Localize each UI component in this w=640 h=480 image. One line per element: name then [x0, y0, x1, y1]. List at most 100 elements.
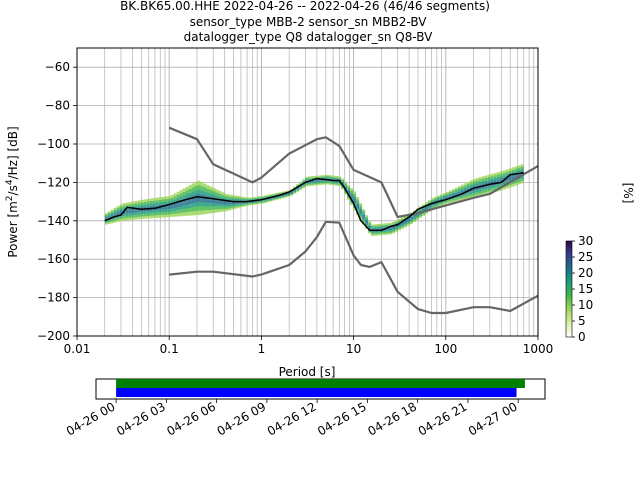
histogram-cell — [239, 196, 243, 198]
histogram-cell — [137, 209, 141, 213]
histogram-cell — [383, 233, 387, 235]
histogram-cell — [230, 198, 234, 201]
histogram-cell — [185, 204, 189, 209]
histogram-cell — [508, 182, 512, 186]
histogram-cell — [257, 197, 261, 199]
histogram-cell — [164, 212, 168, 215]
histogram-cell — [122, 205, 126, 208]
histogram-cell — [152, 213, 156, 216]
histogram-cell — [472, 186, 476, 189]
histogram-cell — [415, 218, 419, 220]
histogram-cell — [418, 216, 422, 218]
histogram-cell — [344, 193, 348, 195]
histogram-cell — [275, 197, 279, 199]
histogram-cell — [140, 202, 144, 205]
histogram-cell — [398, 224, 402, 226]
histogram-cell — [404, 217, 408, 219]
histogram-cell — [179, 209, 183, 213]
histogram-cell — [460, 188, 464, 191]
histogram-cell — [353, 208, 357, 211]
histogram-cell — [143, 201, 147, 205]
histogram-cell — [218, 209, 222, 213]
histogram-cell — [236, 195, 240, 198]
histogram-cell — [110, 214, 114, 217]
segment-tick-label: 04-26 21 — [416, 399, 470, 438]
histogram-cell — [260, 197, 264, 199]
histogram-cell — [188, 188, 192, 193]
histogram-cell — [134, 217, 138, 220]
histogram-cell — [487, 184, 491, 187]
histogram-cell — [350, 194, 354, 197]
histogram-cell — [395, 230, 399, 232]
histogram-cell — [472, 188, 476, 191]
histogram-cell — [161, 212, 165, 215]
histogram-cell — [122, 216, 126, 219]
histogram-cell — [511, 169, 515, 173]
histogram-cell — [326, 177, 330, 179]
histogram-cell — [374, 227, 378, 229]
histogram-cell — [173, 210, 177, 214]
histogram-cell — [317, 176, 321, 178]
histogram-cell — [496, 174, 500, 177]
colorbar-tick-label: 0 — [578, 330, 586, 344]
histogram-cell — [263, 197, 267, 199]
segment-tick-label: 04-26 00 — [64, 399, 118, 438]
histogram-cell — [412, 220, 416, 222]
histogram-cell — [463, 189, 467, 192]
histogram-cell — [457, 189, 461, 192]
histogram-cell — [107, 222, 111, 224]
histogram-cell — [460, 198, 464, 201]
histogram-cell — [499, 176, 503, 179]
histogram-cell — [146, 198, 150, 202]
histogram-cell — [122, 207, 126, 210]
histogram-cell — [158, 197, 162, 200]
histogram-cell — [490, 176, 494, 179]
histogram-cell — [439, 195, 443, 198]
histogram-cell — [104, 213, 108, 215]
histogram-cell — [439, 203, 443, 205]
histogram-cell — [433, 199, 437, 202]
histogram-cell — [490, 180, 494, 184]
histogram-cell — [131, 201, 135, 204]
histogram-cell — [188, 200, 192, 205]
histogram-cell — [146, 206, 150, 209]
histogram-cell — [487, 179, 491, 182]
histogram-cell — [221, 192, 225, 195]
histogram-cell — [314, 183, 318, 185]
histogram-cell — [116, 206, 120, 209]
histogram-cell — [326, 181, 330, 184]
histogram-cell — [266, 201, 270, 203]
histogram-cell — [272, 199, 276, 201]
histogram-cell — [284, 194, 288, 196]
histogram-cell — [439, 201, 443, 204]
histogram-cell — [466, 188, 470, 191]
histogram-cell — [260, 200, 264, 202]
histogram-cell — [469, 193, 473, 197]
histogram-cell — [239, 206, 243, 208]
histogram-cell — [341, 179, 345, 182]
histogram-cell — [433, 198, 437, 200]
histogram-cell — [347, 185, 351, 187]
x-tick-label: 1 — [258, 342, 266, 356]
histogram-cell — [305, 182, 309, 184]
histogram-cell — [239, 197, 243, 200]
histogram-cell — [269, 197, 273, 199]
histogram-cell — [128, 217, 132, 221]
histogram-cell — [389, 222, 393, 225]
histogram-cell — [281, 197, 285, 199]
histogram-cell — [421, 208, 425, 211]
histogram-cell — [110, 209, 114, 212]
histogram-cell — [466, 192, 470, 195]
histogram-cell — [496, 186, 500, 189]
histogram-cell — [338, 176, 342, 178]
histogram-cell — [146, 216, 150, 219]
histogram-cell — [176, 191, 180, 195]
histogram-cell — [401, 218, 405, 221]
histogram-cell — [290, 191, 294, 193]
histogram-cell — [409, 221, 413, 223]
chart-title-line-2: sensor_type MBB-2 sensor_sn MBB2-BV — [190, 15, 428, 29]
histogram-cell — [445, 193, 449, 195]
histogram-cell — [412, 214, 416, 217]
histogram-cell — [122, 211, 126, 215]
